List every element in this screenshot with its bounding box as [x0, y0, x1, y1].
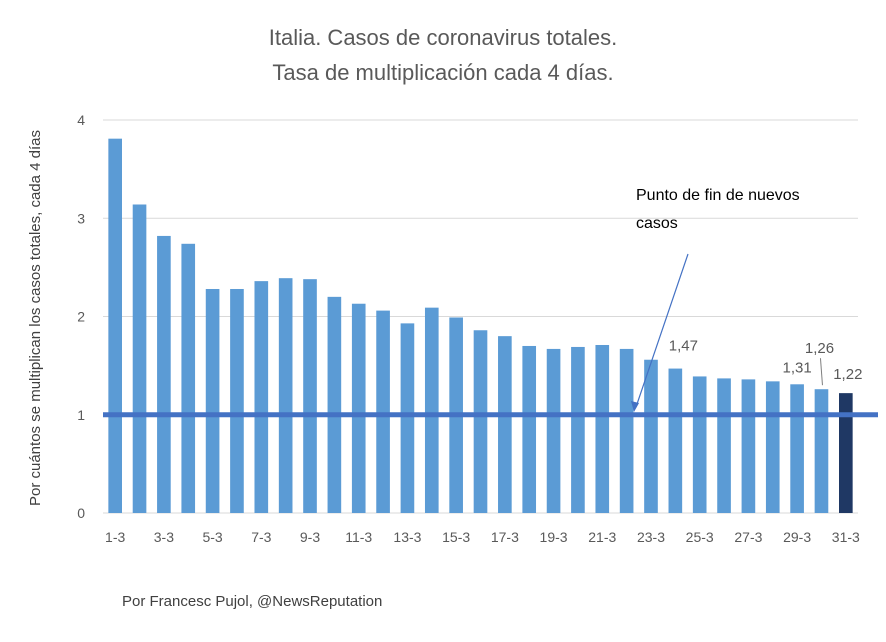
bar	[303, 279, 317, 513]
chart-title-line-2: Tasa de multiplicación cada 4 días.	[272, 60, 613, 85]
x-tick-label: 23-3	[637, 529, 665, 545]
bar	[546, 348, 561, 513]
bar	[424, 307, 439, 513]
bar	[571, 346, 585, 513]
y-tick-label: 0	[77, 505, 85, 521]
annotation-line-2: casos	[636, 215, 678, 232]
y-tick-label: 2	[77, 309, 85, 325]
bar	[790, 384, 804, 513]
bar	[108, 138, 122, 514]
bar	[522, 345, 537, 513]
bar	[741, 379, 756, 513]
bar	[814, 389, 829, 513]
bar	[254, 281, 269, 513]
bar	[595, 344, 610, 513]
bar	[400, 323, 415, 513]
data-label: 1,31	[783, 359, 812, 376]
y-tick-label: 3	[77, 210, 85, 226]
x-tick-label: 11-3	[345, 529, 372, 545]
y-tick-label: 1	[77, 407, 85, 423]
y-tick-labels: 0 1 2 3 4	[77, 112, 85, 521]
bar	[619, 348, 634, 513]
bar	[132, 204, 147, 513]
data-label: 1,26	[805, 340, 834, 357]
chart-title: Italia. Casos de coronavirus totales. Ta…	[269, 25, 618, 85]
x-tick-label: 15-3	[442, 529, 470, 545]
x-tick-label: 7-3	[251, 529, 271, 545]
bar	[230, 288, 244, 513]
bar	[327, 296, 342, 513]
credit-text: Por Francesc Pujol, @NewsReputation	[122, 593, 383, 610]
data-label: 1,22	[833, 366, 862, 383]
x-tick-label: 17-3	[491, 529, 519, 545]
x-tick-label: 19-3	[540, 529, 568, 545]
bar	[181, 243, 196, 514]
annotation-arrow-head	[631, 401, 639, 412]
x-tick-label: 25-3	[686, 529, 714, 545]
y-tick-label: 4	[77, 112, 85, 128]
bar	[498, 336, 512, 513]
x-tick-label: 21-3	[588, 529, 616, 545]
x-tick-label: 29-3	[783, 529, 811, 545]
bar	[278, 278, 293, 513]
bar	[376, 310, 390, 513]
x-tick-label: 1-3	[105, 529, 125, 545]
x-tick-label: 27-3	[734, 529, 762, 545]
bar	[765, 381, 780, 513]
bar	[473, 330, 488, 513]
x-tick-label: 3-3	[154, 529, 174, 545]
bar	[644, 359, 658, 513]
bar	[668, 368, 683, 513]
annotation-arrow-shaft	[635, 253, 689, 408]
data-label: 1,47	[669, 338, 698, 355]
x-tick-label: 13-3	[393, 529, 421, 545]
bar	[351, 303, 366, 513]
bar	[205, 288, 220, 513]
x-tick-label: 9-3	[300, 529, 320, 545]
bar	[157, 235, 171, 513]
annotation: Punto de fin de nuevos casos	[631, 187, 800, 412]
x-tick-label: 5-3	[202, 529, 222, 545]
data-labels: 1,47 1,31 1,26 1,22	[669, 338, 862, 386]
bar	[717, 378, 731, 513]
bar	[692, 376, 707, 513]
chart-title-line-1: Italia. Casos de coronavirus totales.	[269, 25, 618, 50]
bar	[839, 393, 853, 513]
annotation-line-1: Punto de fin de nuevos	[636, 187, 800, 204]
data-label-leader	[819, 358, 823, 386]
y-axis-label: Por cuántos se multiplican los casos tot…	[27, 130, 44, 506]
x-tick-labels: 1-3 3-3 5-3 7-3 9-3 11-3 13-3 15-3 17-3 19-3 21-3 2…	[105, 529, 860, 545]
bars	[108, 138, 853, 514]
x-tick-label: 31-3	[832, 529, 860, 545]
